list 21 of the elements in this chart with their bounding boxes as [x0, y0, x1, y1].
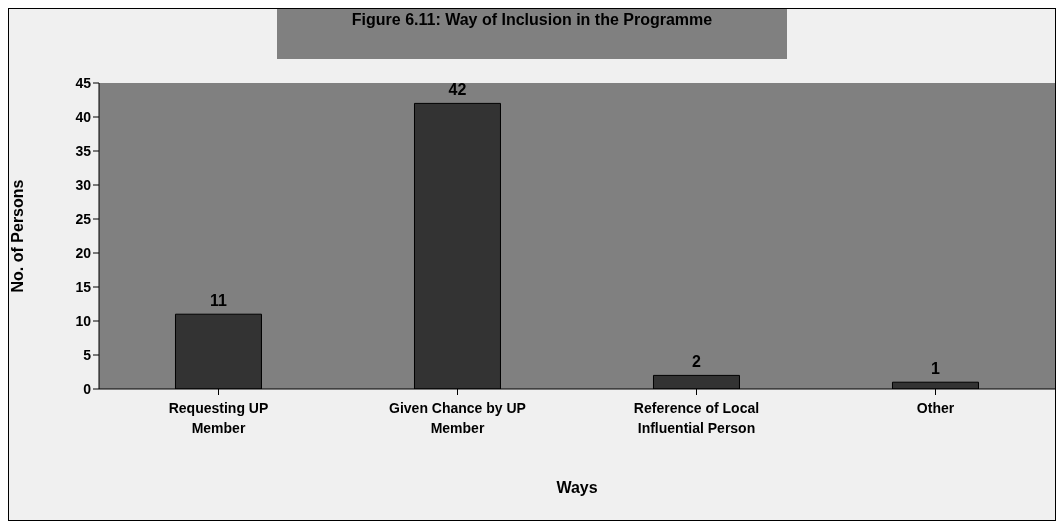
x-tick-label: Requesting UP Member: [168, 400, 269, 436]
x-tick-label: Other: [916, 400, 955, 416]
y-tick-label: 0: [83, 380, 92, 397]
chart-title: Figure 6.11: Way of Inclusion in the Programme: [277, 9, 787, 59]
data-label: 42: [448, 81, 467, 99]
y-tick-label: 25: [75, 210, 92, 227]
x-tick-label: Given Chance by UP Member: [389, 400, 526, 436]
data-label: 1: [931, 360, 941, 378]
x-tick-label: Reference of Local Influential Person: [633, 400, 760, 436]
y-tick-label: 35: [75, 142, 92, 159]
data-label: 2: [692, 353, 702, 371]
y-tick-label: 40: [75, 108, 92, 125]
y-tick-label: 20: [75, 244, 92, 261]
y-axis-title: No. of Persons: [8, 179, 26, 293]
y-tick-label: 10: [75, 312, 92, 329]
y-tick-label: 30: [75, 176, 92, 193]
x-axis-title: Ways: [556, 479, 598, 496]
data-label: 11: [210, 292, 228, 310]
y-tick-label: 5: [83, 346, 92, 363]
y-tick-label: 15: [75, 278, 92, 295]
y-tick-label: 45: [75, 74, 92, 91]
